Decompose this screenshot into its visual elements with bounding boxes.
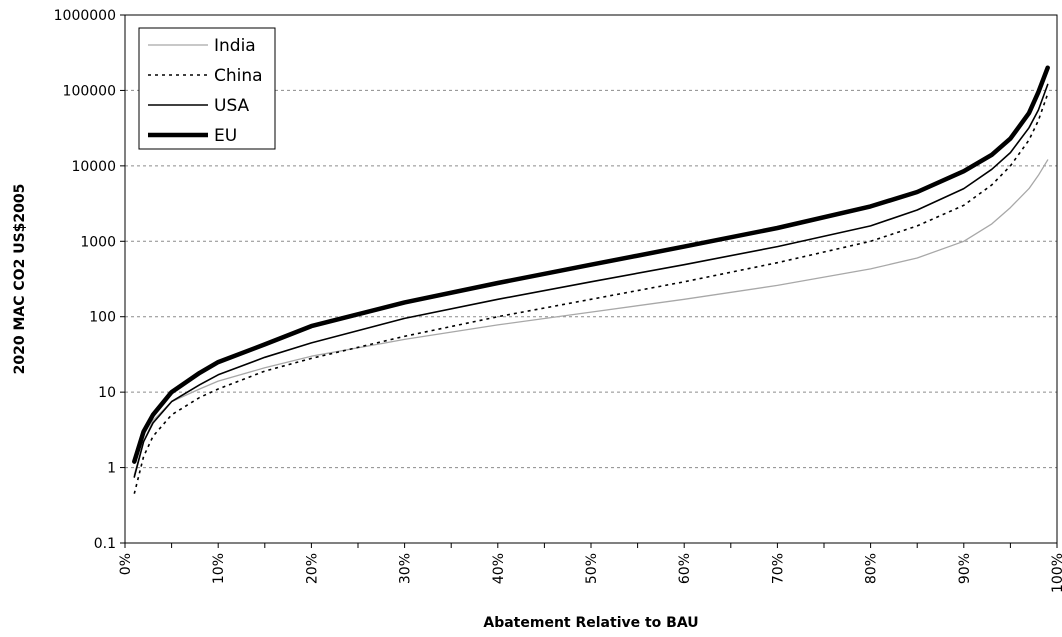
y-tick-label: 1 bbox=[107, 461, 116, 477]
x-tick-label: 90% bbox=[957, 553, 973, 584]
x-tick-label: 60% bbox=[677, 553, 693, 584]
y-tick-label: 1000 bbox=[80, 234, 116, 250]
legend: India China USA EU bbox=[138, 27, 276, 150]
y-tick-label: 0.1 bbox=[94, 536, 116, 552]
gridlines bbox=[125, 89, 1057, 469]
x-tick-label: 0% bbox=[118, 553, 134, 575]
x-tick-label: 10% bbox=[211, 553, 227, 584]
y-tick-label: 1000000 bbox=[54, 8, 116, 24]
x-tick-label: 50% bbox=[584, 553, 600, 584]
y-tick-label: 100 bbox=[89, 310, 116, 326]
x-tick-label: 70% bbox=[770, 553, 786, 584]
series-layer bbox=[132, 65, 1050, 494]
series-line-india bbox=[133, 159, 1049, 476]
x-tick-label: 20% bbox=[304, 553, 320, 584]
series-line-china bbox=[133, 93, 1049, 494]
legend-label-china: China bbox=[214, 66, 263, 86]
x-axis: 0% 10% 20% 30% 40% 50% 60% 70% 80% 90% 100% bbox=[118, 543, 1062, 593]
y-tick-label: 100000 bbox=[63, 83, 116, 99]
x-tick-label: 80% bbox=[864, 553, 880, 584]
series-line-usa bbox=[133, 83, 1049, 478]
legend-label-india: India bbox=[214, 36, 256, 56]
legend-box bbox=[138, 27, 276, 150]
y-axis: 0.1 1 10 100 1000 10000 100000 1000000 bbox=[54, 8, 125, 552]
y-tick-label: 10 bbox=[98, 385, 116, 401]
x-tick-label: 30% bbox=[398, 553, 414, 584]
series-line-eu bbox=[132, 65, 1050, 464]
legend-label-usa: USA bbox=[214, 96, 250, 116]
x-tick-label: 40% bbox=[491, 553, 507, 584]
y-axis-title: 2020 MAC CO2 US$2005 bbox=[12, 184, 28, 375]
x-tick-label: 100% bbox=[1050, 553, 1062, 593]
y-tick-label: 10000 bbox=[71, 159, 116, 175]
x-axis-title: Abatement Relative to BAU bbox=[483, 615, 698, 631]
legend-label-eu: EU bbox=[214, 126, 237, 146]
